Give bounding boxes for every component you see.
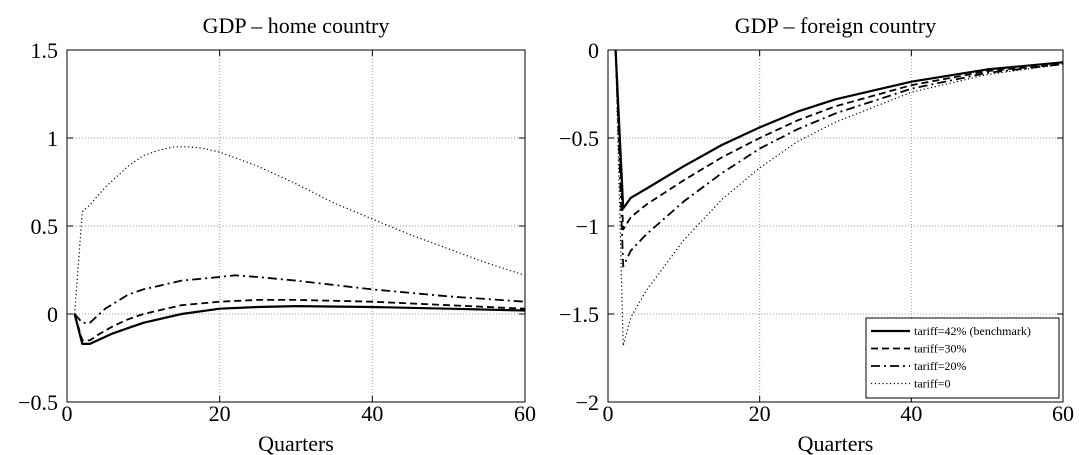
x-axis-label: Quarters <box>798 431 874 455</box>
series-line-dotted <box>615 50 1063 347</box>
series-line-solid <box>614 50 1063 210</box>
series-line-dashdot <box>614 50 1063 268</box>
series-line-dashed <box>614 50 1063 231</box>
x-tick-label: 40 <box>900 401 922 426</box>
legend-label: tariff=0 <box>914 377 951 391</box>
y-tick-label: 0 <box>588 38 599 63</box>
legend-label: tariff=30% <box>914 342 967 356</box>
y-tick-label: −1.5 <box>559 302 599 327</box>
y-tick-label: 0.5 <box>31 214 59 239</box>
x-tick-label: 0 <box>603 401 614 426</box>
series-group <box>73 146 525 345</box>
series-group <box>614 50 1063 347</box>
y-tick-label: −0.5 <box>559 126 599 151</box>
x-axis-label: Quarters <box>258 431 334 455</box>
legend-label: tariff=20% <box>914 359 967 373</box>
x-tick-label: 60 <box>1052 401 1074 426</box>
series-line-dotted <box>74 146 525 315</box>
legend-label: tariff=42% (benchmark) <box>914 324 1031 338</box>
y-tick-label: −2 <box>576 390 599 415</box>
y-tick-label: 1 <box>47 126 58 151</box>
chart-title: GDP – home country <box>203 13 390 38</box>
legend: tariff=42% (benchmark) tariff=30% tariff=2… <box>865 317 1060 399</box>
y-tick-label: −0.5 <box>18 390 58 415</box>
x-tick-label: 0 <box>62 401 73 426</box>
panel-2: 0 20 40 60 −2 −1.5 −1 −0.5 0 GDP – foreign countr… <box>559 13 1074 455</box>
y-tick-label: 0 <box>47 302 58 327</box>
x-tick-label: 60 <box>514 401 536 426</box>
x-tick-label: 20 <box>749 401 771 426</box>
series-line-dashdot <box>73 274 525 324</box>
series-line-solid <box>73 305 525 345</box>
y-tick-label: 1.5 <box>31 38 59 63</box>
x-tick-label: 20 <box>209 401 231 426</box>
x-tick-label: 40 <box>361 401 383 426</box>
y-tick-label: −1 <box>576 214 599 239</box>
chart-title: GDP – foreign country <box>735 13 936 38</box>
series-line-dashed <box>73 299 525 342</box>
